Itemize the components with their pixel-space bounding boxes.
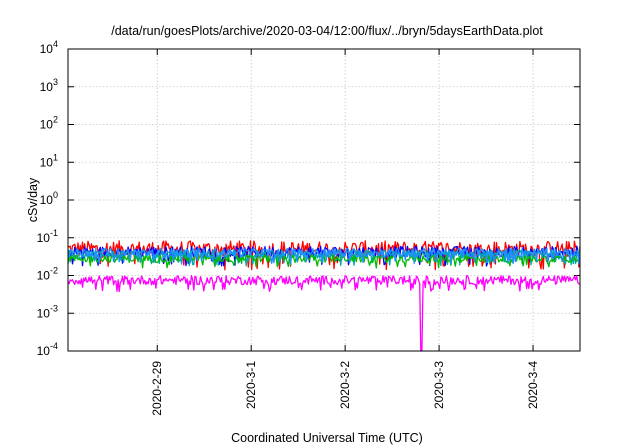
series-line-4 (67, 247, 581, 265)
y-tick-label: 10-3 (37, 303, 58, 320)
y-tick-label: 10-4 (37, 341, 58, 358)
series-line-5 (67, 275, 581, 352)
y-tick-label: 101 (40, 152, 58, 169)
y-axis-label: cSv/day (26, 177, 40, 222)
y-tick-label: 100 (40, 190, 58, 207)
y-tick-labels: 10-4 10-3 10-2 10-1 100 101 102 103 104 (37, 39, 58, 358)
x-axis-label: Coordinated Universal Time (UTC) (231, 431, 423, 445)
data-series (67, 240, 581, 352)
y-tick-label: 104 (40, 39, 58, 56)
x-tick-label: 2020-2-29 (150, 361, 164, 416)
grid-lines (68, 48, 580, 352)
plot-frame (67, 48, 581, 352)
y-tick-label: 10-2 (37, 266, 58, 283)
y-tick-label: 102 (40, 115, 58, 132)
chart-title: /data/run/goesPlots/archive/2020-03-04/1… (111, 24, 543, 38)
x-tick-label: 2020-3-2 (338, 361, 352, 409)
x-tick-labels: 2020-2-29 2020-3-1 2020-3-2 2020-3-3 2020-3-… (150, 361, 540, 416)
y-tick-label: 10-1 (37, 228, 58, 245)
y-tick-label: 103 (40, 77, 58, 94)
x-tick-label: 2020-3-3 (432, 361, 446, 409)
x-tick-label: 2020-3-1 (244, 361, 258, 409)
x-tick-label: 2020-3-4 (526, 361, 540, 409)
